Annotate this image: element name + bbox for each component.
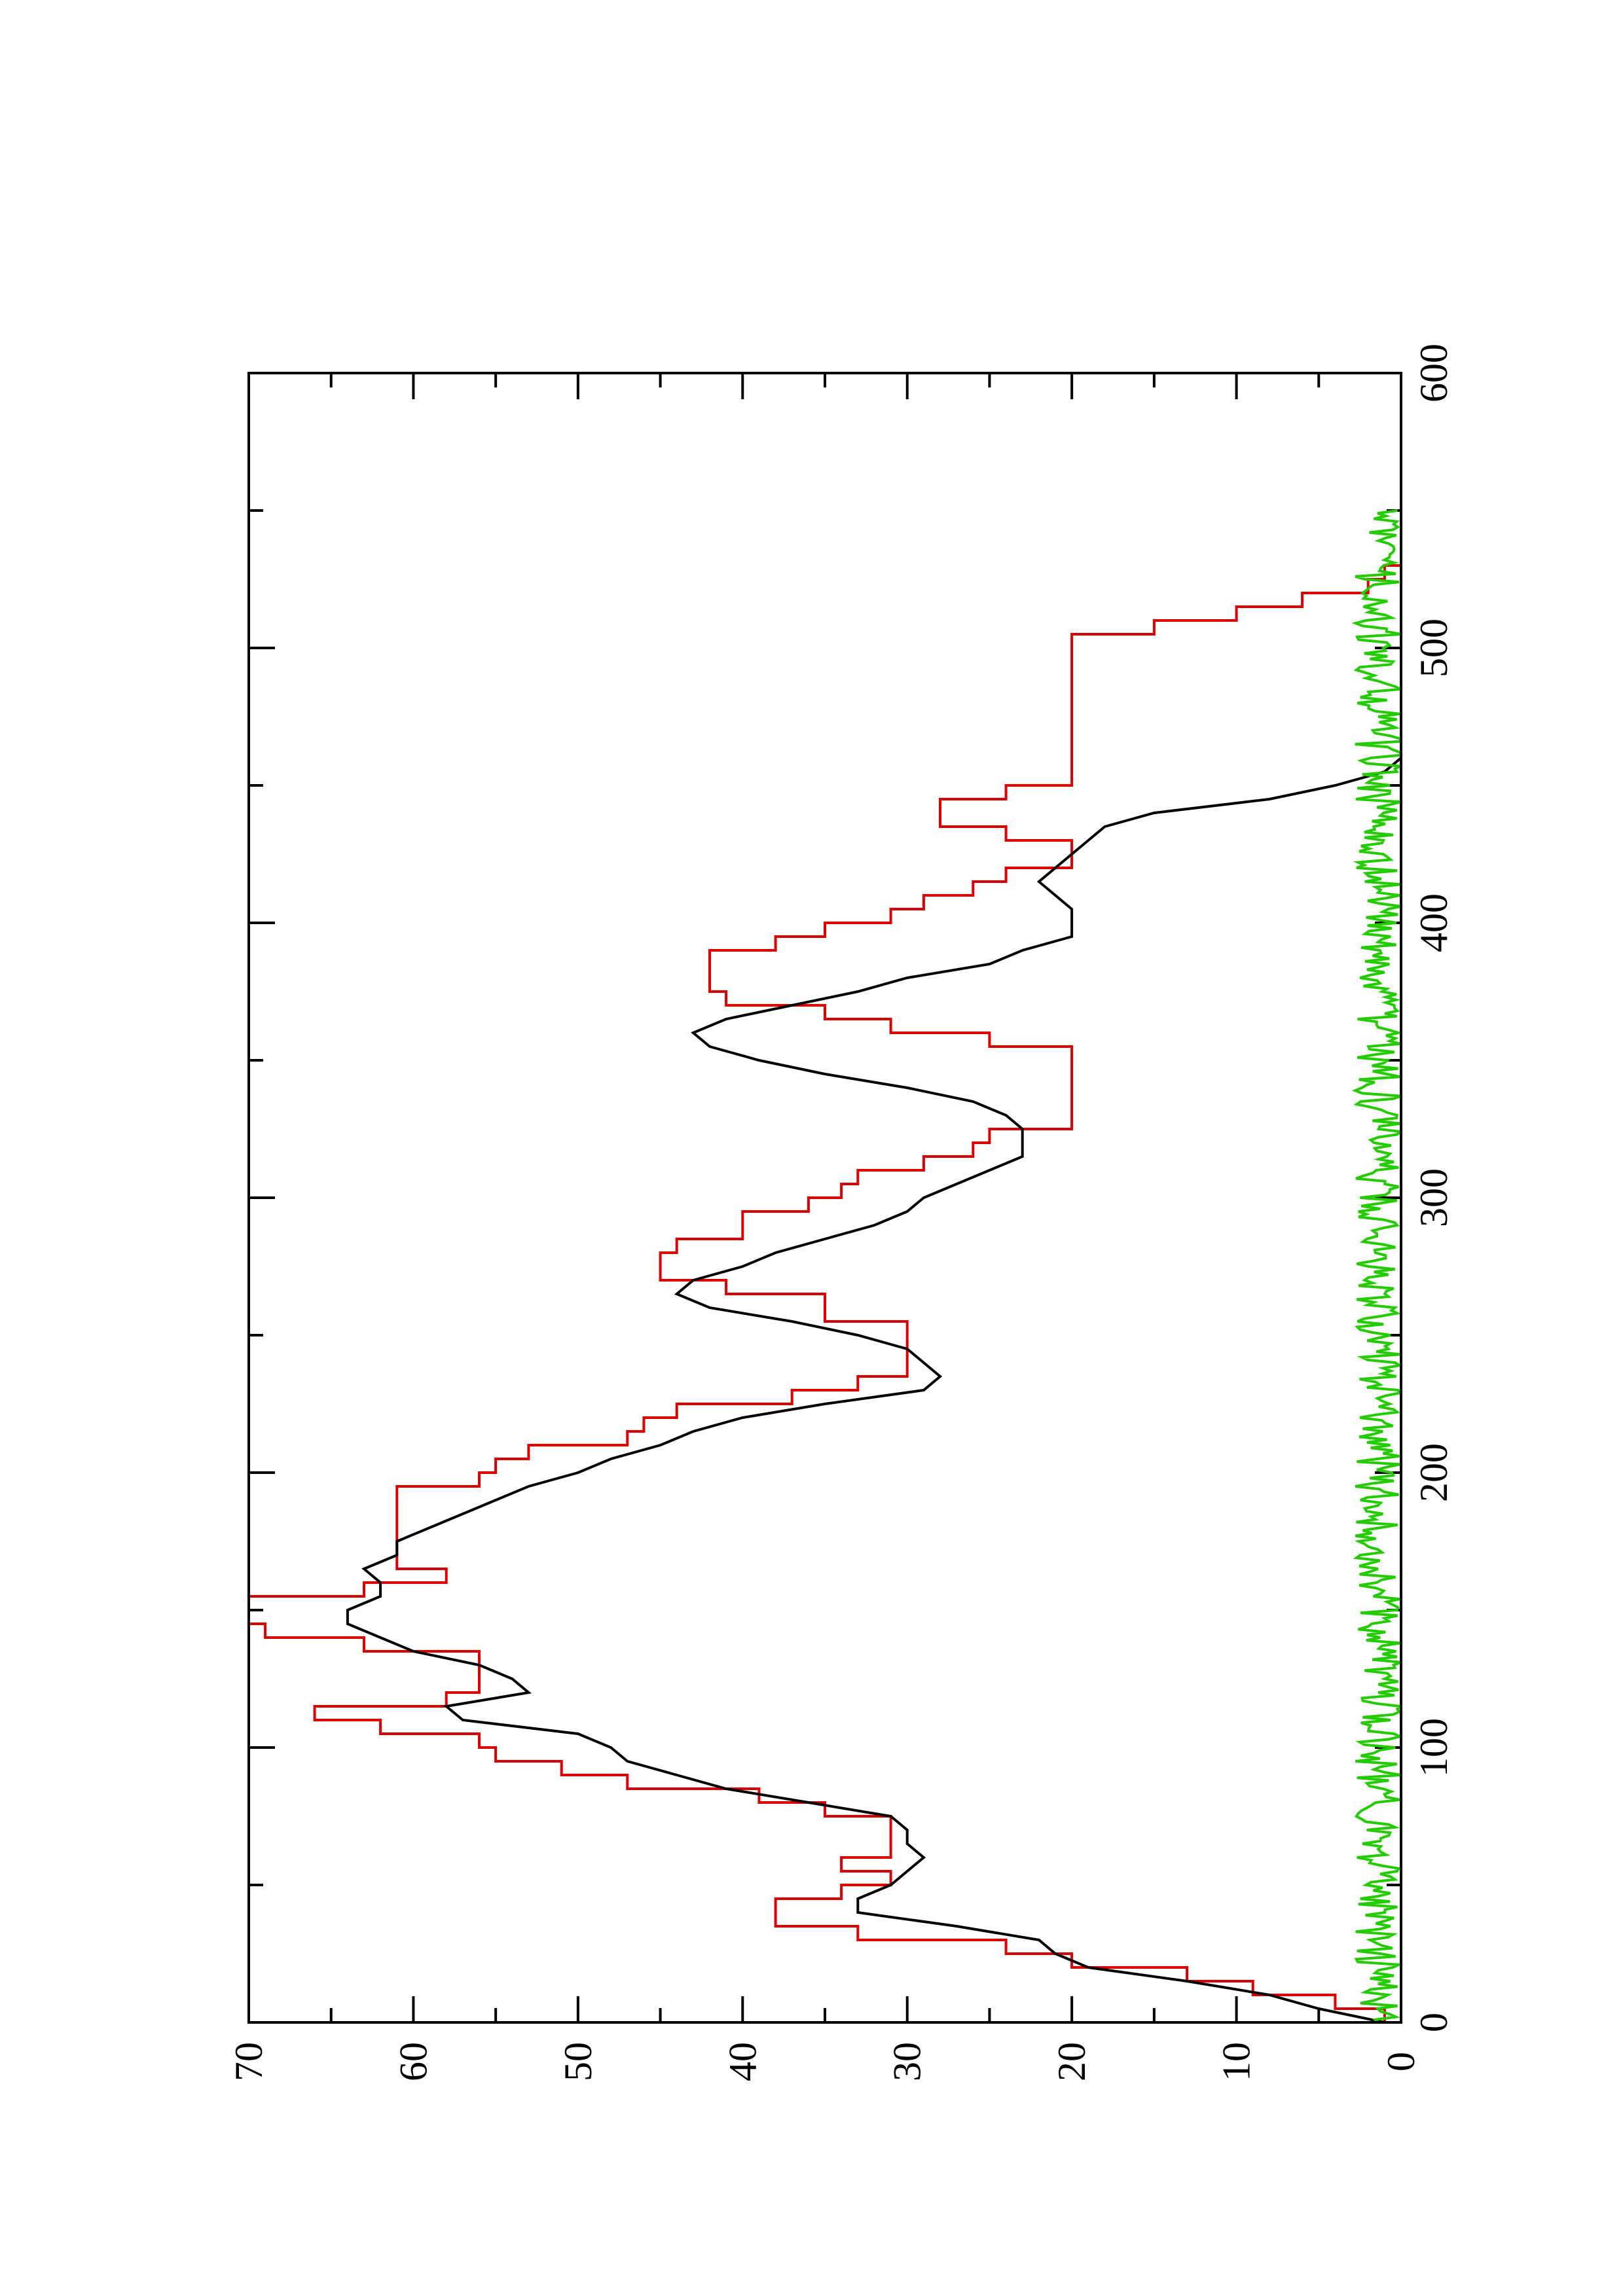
y-tick-label: 0 bbox=[1379, 2052, 1423, 2072]
plot-frame bbox=[247, 372, 1402, 2024]
x-tick-label: 400 bbox=[1412, 893, 1455, 952]
series-line-3 bbox=[1351, 509, 1401, 2022]
y-tick-label: 10 bbox=[1215, 2042, 1258, 2081]
x-tick-label: 600 bbox=[1412, 344, 1455, 403]
series-group bbox=[249, 497, 1401, 2022]
series-line-2 bbox=[346, 511, 1401, 2022]
x-tick-label: 500 bbox=[1412, 619, 1455, 677]
y-tick-label: 20 bbox=[1050, 2042, 1093, 2081]
x-tick-label: 200 bbox=[1412, 1443, 1455, 1502]
axis-tick-labels: 0 100 200 300 400 500 600 0 10 20 30 40 50 60 70 bbox=[227, 344, 1455, 2081]
x-tick-label: 100 bbox=[1412, 1718, 1455, 1777]
x-tick-label: 0 bbox=[1412, 2013, 1455, 2032]
x-tick-label: 300 bbox=[1412, 1168, 1455, 1227]
y-tick-label: 60 bbox=[392, 2042, 435, 2081]
y-tick-label: 40 bbox=[721, 2042, 764, 2081]
series-line-1 bbox=[249, 497, 1401, 2022]
y-tick-label: 70 bbox=[227, 2042, 270, 2081]
y-tick-label: 30 bbox=[886, 2042, 929, 2081]
y-tick-label: 50 bbox=[556, 2042, 600, 2081]
